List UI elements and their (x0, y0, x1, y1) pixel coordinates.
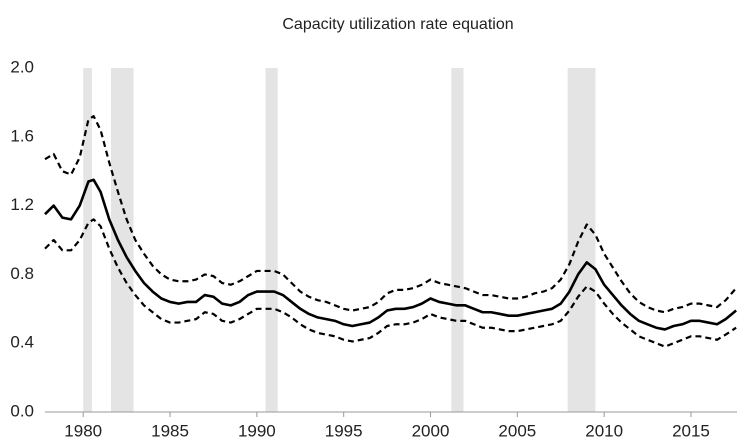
x-tick-label: 2000 (412, 421, 450, 440)
y-tick-label: 2.0 (10, 57, 34, 76)
y-tick-label: 0.8 (10, 264, 34, 283)
x-tick-label: 2010 (585, 421, 623, 440)
y-tick-label: 1.2 (10, 195, 34, 214)
x-tick-label: 2015 (672, 421, 710, 440)
line-series (44, 218, 737, 348)
y-tick-label: 0.0 (10, 401, 34, 420)
recession-band (110, 68, 134, 412)
recession-band (265, 68, 278, 412)
line-series (44, 178, 737, 331)
recession-band (451, 68, 464, 412)
y-tick-label: 1.6 (10, 126, 34, 145)
chart-title: Capacity utilization rate equation (282, 16, 513, 33)
x-tick-label: 1995 (325, 421, 363, 440)
line-series (44, 115, 737, 314)
x-tick-label: 1985 (151, 421, 189, 440)
recession-band (567, 68, 596, 412)
x-tick-label: 1980 (64, 421, 102, 440)
x-tick-label: 2005 (498, 421, 536, 440)
y-tick-label: 0.4 (10, 333, 34, 352)
x-tick-label: 1990 (238, 421, 276, 440)
recession-band (83, 68, 92, 412)
